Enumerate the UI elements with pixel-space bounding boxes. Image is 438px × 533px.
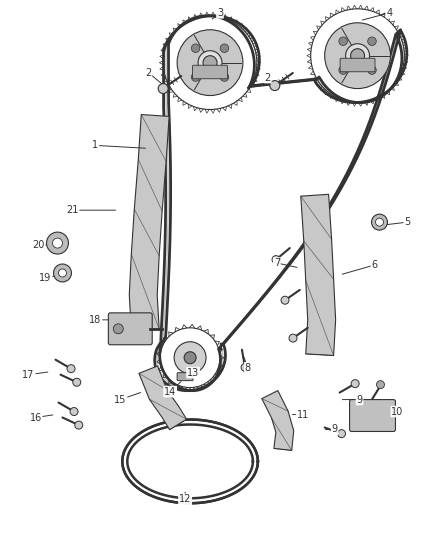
Circle shape bbox=[368, 66, 376, 75]
Text: 8: 8 bbox=[245, 362, 251, 373]
Circle shape bbox=[67, 365, 75, 373]
Circle shape bbox=[177, 30, 243, 95]
Text: 20: 20 bbox=[32, 240, 45, 250]
Circle shape bbox=[53, 238, 63, 248]
Text: 21: 21 bbox=[66, 205, 79, 215]
Circle shape bbox=[191, 44, 200, 53]
Polygon shape bbox=[301, 195, 336, 356]
Circle shape bbox=[339, 37, 347, 45]
Circle shape bbox=[191, 73, 200, 82]
Circle shape bbox=[351, 379, 359, 387]
Polygon shape bbox=[262, 391, 294, 450]
Circle shape bbox=[75, 421, 83, 429]
Circle shape bbox=[338, 430, 346, 438]
Circle shape bbox=[59, 269, 67, 277]
FancyBboxPatch shape bbox=[193, 65, 227, 79]
Text: 2: 2 bbox=[265, 72, 271, 83]
Circle shape bbox=[346, 44, 370, 68]
Circle shape bbox=[377, 381, 385, 389]
Circle shape bbox=[272, 256, 280, 264]
Text: 13: 13 bbox=[187, 368, 199, 378]
Circle shape bbox=[270, 80, 280, 91]
Circle shape bbox=[220, 44, 229, 53]
Circle shape bbox=[339, 66, 347, 75]
Circle shape bbox=[113, 324, 124, 334]
Circle shape bbox=[281, 296, 289, 304]
Circle shape bbox=[371, 214, 388, 230]
Circle shape bbox=[375, 218, 384, 226]
Text: 2: 2 bbox=[145, 68, 152, 78]
FancyBboxPatch shape bbox=[340, 58, 375, 72]
Text: 18: 18 bbox=[89, 315, 102, 325]
Text: 7: 7 bbox=[274, 258, 280, 268]
FancyBboxPatch shape bbox=[177, 373, 193, 381]
Text: 16: 16 bbox=[29, 413, 42, 423]
Text: 5: 5 bbox=[404, 217, 410, 227]
Text: 10: 10 bbox=[391, 407, 403, 416]
Text: 1: 1 bbox=[92, 140, 99, 150]
Circle shape bbox=[70, 408, 78, 416]
Circle shape bbox=[241, 364, 249, 372]
Text: 12: 12 bbox=[179, 494, 191, 504]
Text: 14: 14 bbox=[164, 386, 176, 397]
Circle shape bbox=[158, 84, 168, 94]
Text: 15: 15 bbox=[114, 394, 127, 405]
Text: 9: 9 bbox=[357, 394, 363, 405]
Text: 19: 19 bbox=[39, 273, 52, 283]
Text: 11: 11 bbox=[297, 409, 309, 419]
Circle shape bbox=[325, 23, 390, 88]
FancyBboxPatch shape bbox=[350, 400, 396, 432]
Circle shape bbox=[289, 334, 297, 342]
Circle shape bbox=[53, 264, 71, 282]
Text: 3: 3 bbox=[217, 8, 223, 18]
Circle shape bbox=[46, 232, 68, 254]
Text: 4: 4 bbox=[386, 8, 392, 18]
Circle shape bbox=[220, 73, 229, 82]
Circle shape bbox=[73, 378, 81, 386]
Text: 17: 17 bbox=[22, 370, 35, 379]
Text: 6: 6 bbox=[371, 260, 378, 270]
Circle shape bbox=[203, 55, 217, 70]
Circle shape bbox=[368, 37, 376, 45]
FancyBboxPatch shape bbox=[108, 313, 152, 345]
Polygon shape bbox=[139, 366, 187, 430]
Text: 9: 9 bbox=[332, 424, 338, 434]
Circle shape bbox=[184, 352, 196, 364]
Circle shape bbox=[174, 342, 206, 374]
Circle shape bbox=[350, 49, 364, 63]
Polygon shape bbox=[129, 115, 169, 330]
Circle shape bbox=[198, 51, 222, 75]
